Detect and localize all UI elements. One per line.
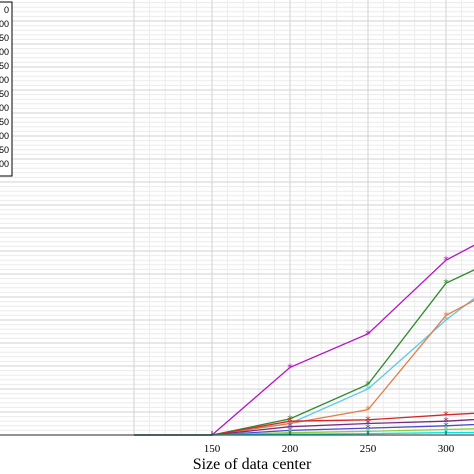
data-point-marker: * xyxy=(443,423,449,436)
data-point-marker: * xyxy=(287,418,293,431)
data-point-marker: * xyxy=(443,277,449,290)
data-point-marker: * xyxy=(287,413,293,426)
x-tick-label: 300 xyxy=(438,443,455,455)
series-1: *** xyxy=(134,244,474,436)
data-point-marker: * xyxy=(443,254,449,267)
plot-area xyxy=(0,0,474,435)
data-point-marker: * xyxy=(287,424,293,437)
legend-entry: 00 xyxy=(0,19,9,29)
x-tick-label: 200 xyxy=(282,443,299,455)
x-tick-label: 150 xyxy=(204,443,221,455)
legend-box xyxy=(0,1,13,177)
data-point-marker: * xyxy=(287,361,293,374)
data-point-marker: * xyxy=(287,421,293,434)
data-point-marker: * xyxy=(365,422,371,435)
data-point-marker: * xyxy=(443,420,449,433)
data-point-marker: * xyxy=(287,415,293,428)
data-point-marker: * xyxy=(443,314,449,327)
legend-entry: 50 xyxy=(0,117,9,127)
legend-entry: 50 xyxy=(0,145,9,155)
data-point-marker: * xyxy=(365,414,371,427)
data-point-marker: * xyxy=(365,404,371,417)
minor-grid xyxy=(0,0,474,435)
legend-entry: 00 xyxy=(0,159,9,169)
series-line xyxy=(134,412,474,436)
series-5: * * * xyxy=(134,409,474,436)
legend-entry: 00 xyxy=(0,47,9,57)
major-grid xyxy=(0,0,474,435)
legend-entry: 50 xyxy=(0,61,9,71)
legend-entry: 00 xyxy=(0,131,9,141)
data-point-marker: * xyxy=(443,309,449,322)
data-point-marker: * xyxy=(443,409,449,422)
series-line xyxy=(134,244,474,436)
x-axis-title: Size of data center xyxy=(193,456,312,473)
legend-entry: 50 xyxy=(0,89,9,99)
data-point-marker: * xyxy=(365,328,371,341)
data-point-marker: * xyxy=(365,378,371,391)
x-tick-labels: 1502002503003504004 xyxy=(204,431,455,455)
data-point-marker: * xyxy=(443,415,449,428)
legend-entry: 0 xyxy=(4,5,9,15)
legend-entry: 00 xyxy=(0,75,9,85)
data-point-marker: * xyxy=(365,383,371,396)
x-tick-label: 250 xyxy=(360,443,377,455)
legend-entry: 00 xyxy=(0,103,9,113)
legend-entry: 50 xyxy=(0,33,9,43)
data-point-marker: * xyxy=(365,418,371,431)
